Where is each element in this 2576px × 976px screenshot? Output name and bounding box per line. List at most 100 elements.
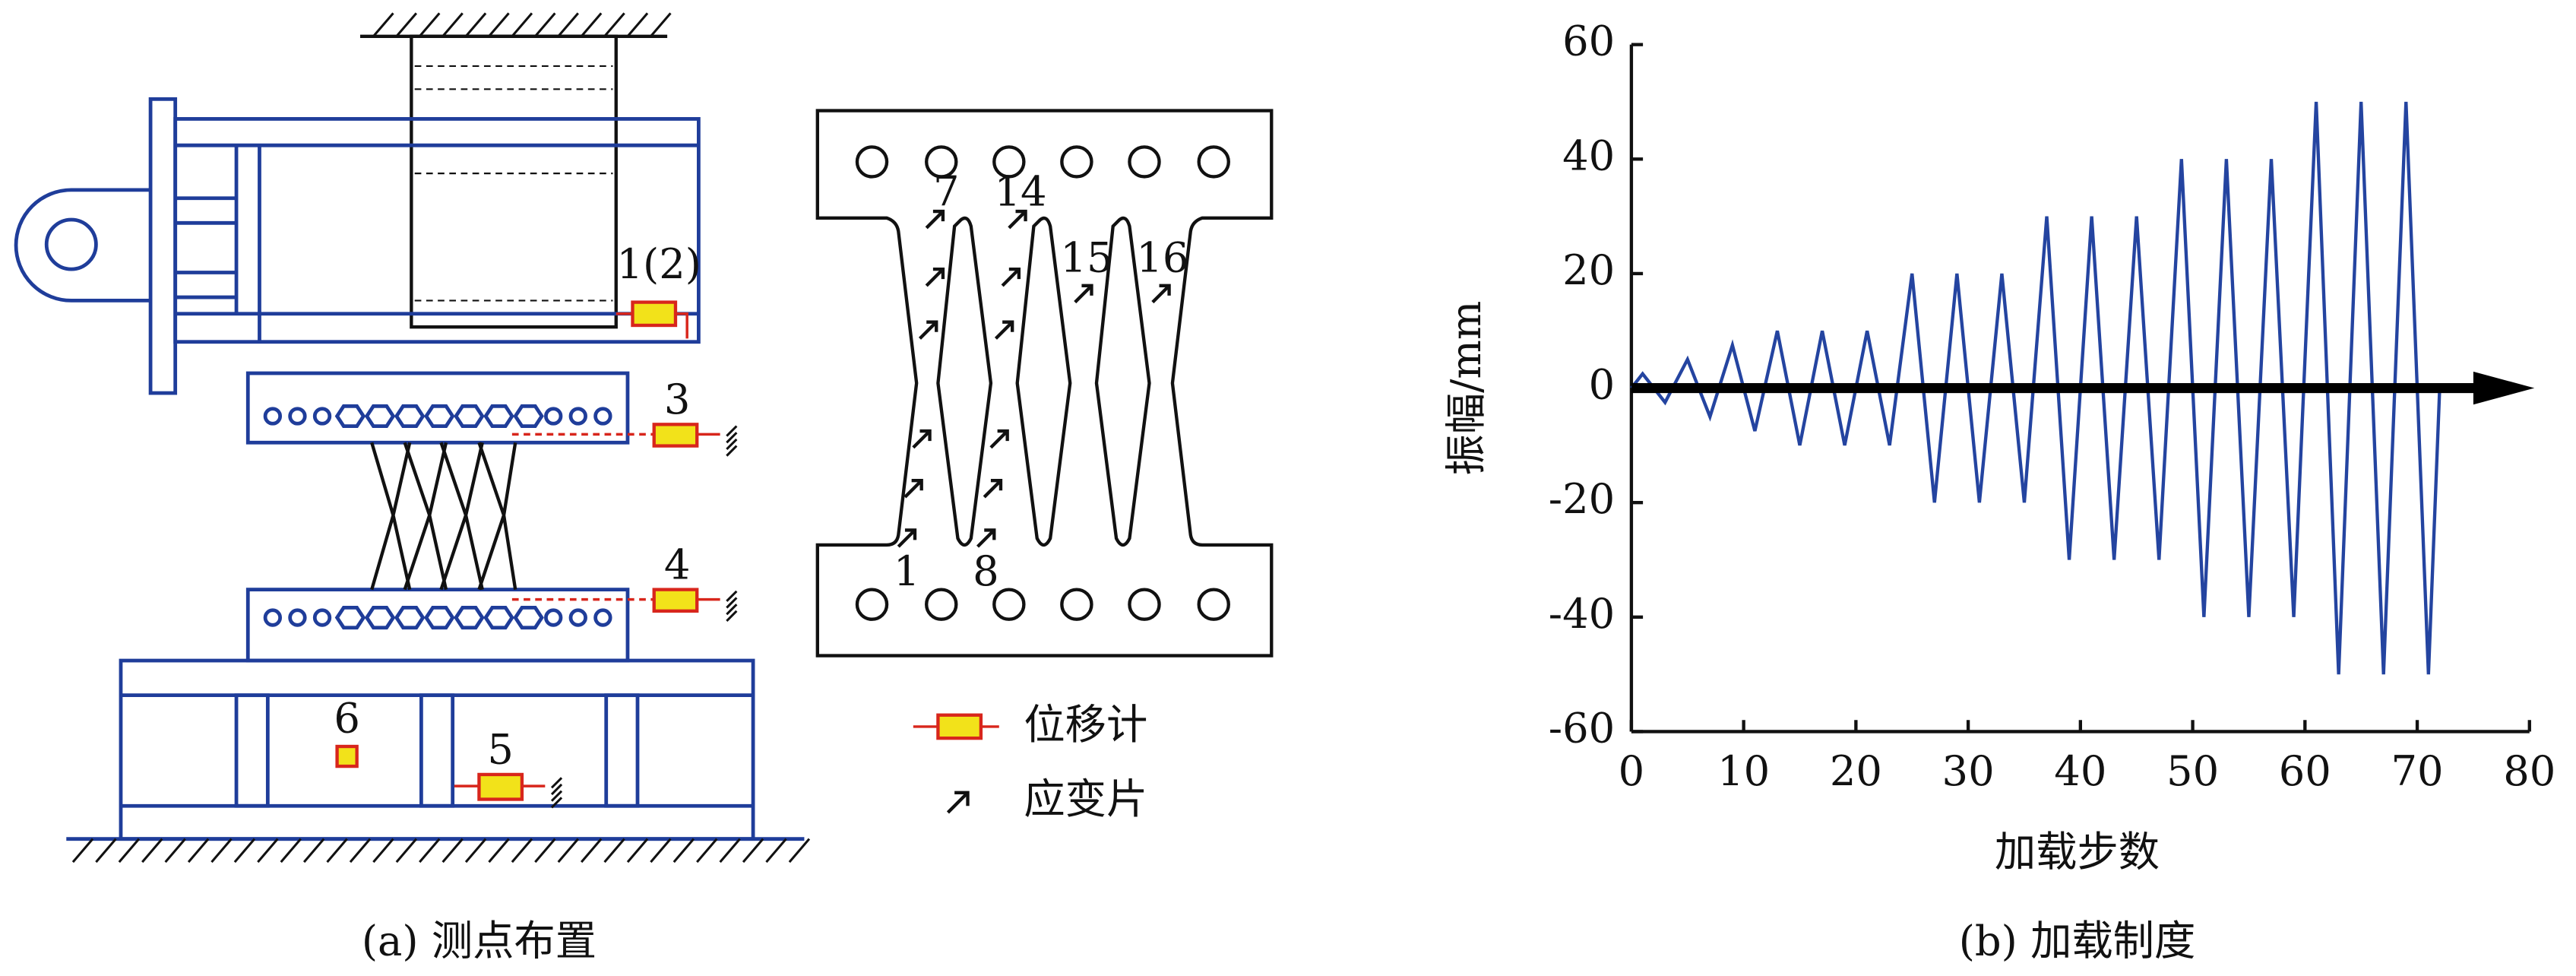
hatch: [626, 12, 649, 37]
hex-hole: [394, 404, 426, 429]
hole: [312, 608, 332, 627]
strain-gauge: [903, 479, 923, 499]
hole: [544, 608, 563, 627]
hatch: [557, 12, 579, 37]
hex-hole: [454, 404, 485, 429]
x-tick-label: 60: [2279, 747, 2331, 795]
gauge-label: 3: [664, 376, 691, 423]
hatch: [580, 838, 603, 864]
bolt-hole: [855, 145, 889, 179]
hole: [568, 407, 587, 426]
hole: [593, 407, 612, 426]
hex-hole: [334, 404, 366, 429]
bolt-hole: [925, 145, 958, 179]
caption: (b) 加载制度: [1959, 917, 2196, 965]
bolt-hole: [1128, 588, 1161, 621]
hatch: [788, 838, 811, 864]
hatch: [550, 790, 563, 802]
strain-gauge: [1151, 284, 1171, 304]
hex-hole: [334, 605, 366, 630]
y-axis-label: 振幅/mm: [1442, 301, 1490, 476]
hatch: [726, 610, 738, 622]
hatch: [534, 838, 556, 864]
diagram-shape: [119, 658, 755, 841]
bolt-hole: [855, 588, 889, 621]
diagram-shape: [71, 12, 811, 864]
diagram-shape: [370, 442, 517, 591]
hole: [568, 608, 587, 627]
x-axis-label: 加载步数: [1995, 828, 2160, 876]
hatch: [326, 838, 348, 864]
diagram-shape: [652, 588, 699, 613]
legend-label: 应变片: [1024, 775, 1147, 823]
gauge-label: 1(2): [617, 240, 701, 288]
hatch: [511, 12, 533, 37]
strain-label: 1: [894, 547, 920, 595]
bolt-hole: [1128, 145, 1161, 179]
diagram-shape: [414, 65, 613, 315]
zero-arrow-head: [2473, 371, 2535, 405]
strain-label: 16: [1136, 233, 1188, 281]
diagram-shape: [815, 109, 1274, 658]
diagram-shape: [245, 371, 630, 445]
hatch: [280, 838, 302, 864]
diagram-shape: [44, 217, 98, 271]
strain-gauge: [976, 528, 996, 548]
y-tick-label: 0: [1589, 361, 1616, 409]
bolt-hole: [1060, 588, 1093, 621]
strain-gauge: [994, 320, 1014, 340]
strain-label: 15: [1060, 233, 1112, 281]
x-tick-label: 80: [2503, 747, 2555, 795]
hatch: [71, 838, 94, 864]
hex-hole: [424, 605, 455, 630]
hatch: [164, 838, 186, 864]
strain-gauge: [918, 320, 938, 340]
diagram-shape: [234, 693, 270, 808]
strain-gauge: [989, 429, 1009, 449]
bolt-hole: [1060, 145, 1093, 179]
hatch: [441, 838, 464, 864]
strain-label: 8: [973, 547, 999, 595]
hatch: [187, 838, 210, 864]
data-line: [1630, 101, 2442, 675]
diagram-shape: [263, 404, 612, 630]
y-tick-label: -60: [1549, 704, 1615, 752]
hatch: [141, 838, 163, 864]
hatch: [395, 838, 418, 864]
diagram-shape: [604, 693, 640, 808]
hatch: [349, 838, 372, 864]
x-tick-label: 70: [2391, 747, 2444, 795]
hatch: [395, 12, 418, 37]
hatch: [257, 838, 279, 864]
strain-gauge: [983, 479, 1003, 499]
y-tick-label: -40: [1549, 590, 1615, 638]
hatch: [696, 838, 718, 864]
x-tick-label: 40: [2054, 747, 2106, 795]
strain-label: 7: [933, 167, 960, 215]
diagram-shape: [936, 713, 983, 740]
hex-hole: [364, 404, 396, 429]
bolt-hole: [992, 145, 1026, 179]
hatch: [603, 12, 625, 37]
diagram-shape: [173, 117, 701, 344]
strain-gauge: [925, 209, 945, 230]
hatch: [550, 777, 563, 789]
bolt-hole: [992, 588, 1026, 621]
hole: [263, 608, 283, 627]
hex-hole: [483, 605, 514, 630]
hatch: [726, 438, 738, 451]
hatch: [534, 12, 556, 37]
diagram-shape: [410, 34, 618, 329]
diagram-shape: [1015, 216, 1072, 547]
hatch: [672, 838, 695, 864]
diagram-shape: [335, 744, 359, 768]
strain-gauge: [1001, 267, 1021, 287]
legend-label: 位移计: [1024, 701, 1147, 749]
hatch: [511, 838, 533, 864]
x-tick-label: 20: [1830, 747, 1882, 795]
y-tick-label: -20: [1549, 475, 1615, 523]
diagram-labels: 1(2) 3 4 5 6 7 14 15 16 1 8 位移计 应变片 (a) …: [334, 167, 1188, 965]
hole: [544, 407, 563, 426]
